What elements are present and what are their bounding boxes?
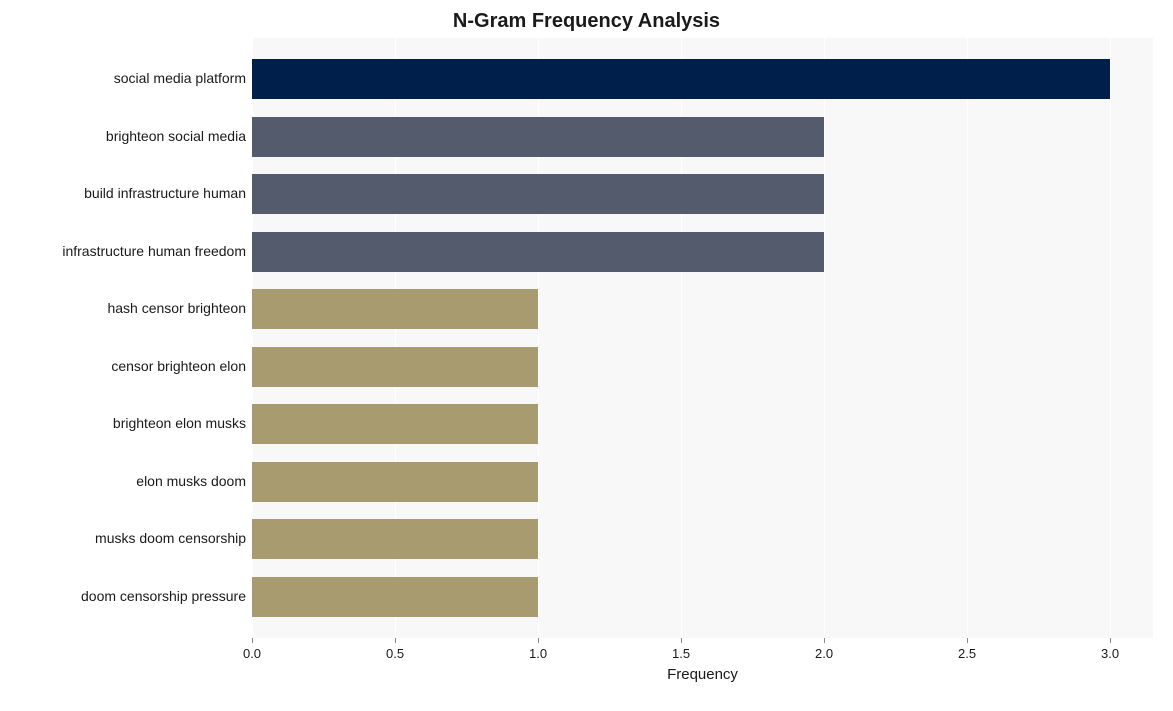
y-tick-label: brighteon social media <box>106 128 246 144</box>
bar <box>252 232 824 272</box>
y-tick-label: hash censor brighteon <box>107 300 246 316</box>
plot-band <box>252 38 1153 51</box>
y-tick-label: infrastructure human freedom <box>62 243 246 259</box>
y-tick-label: censor brighteon elon <box>111 358 246 374</box>
x-tick-label: 2.0 <box>815 646 833 661</box>
bar <box>252 519 538 559</box>
x-gridline <box>824 38 825 638</box>
x-tick-mark <box>538 638 539 643</box>
x-tick-label: 2.5 <box>958 646 976 661</box>
bar <box>252 289 538 329</box>
x-tick-label: 0.0 <box>243 646 261 661</box>
ngram-frequency-chart: N-Gram Frequency Analysis social media p… <box>20 10 1153 691</box>
bar <box>252 174 824 214</box>
x-gridline <box>967 38 968 638</box>
x-tick-mark <box>681 638 682 643</box>
y-tick-label: brighteon elon musks <box>113 415 246 431</box>
y-tick-label: doom censorship pressure <box>81 588 246 604</box>
plot-band <box>252 626 1153 639</box>
x-tick-mark <box>252 638 253 643</box>
x-gridline <box>1110 38 1111 638</box>
x-tick-label: 0.5 <box>386 646 404 661</box>
bar <box>252 404 538 444</box>
x-tick-label: 1.0 <box>529 646 547 661</box>
x-axis-title: Frequency <box>252 666 1153 683</box>
bar <box>252 117 824 157</box>
x-tick-mark <box>824 638 825 643</box>
y-tick-label: elon musks doom <box>136 473 246 489</box>
chart-title: N-Gram Frequency Analysis <box>20 10 1153 33</box>
bar <box>252 347 538 387</box>
y-tick-label: social media platform <box>114 70 246 86</box>
y-tick-label: build infrastructure human <box>84 185 246 201</box>
x-tick-mark <box>1110 638 1111 643</box>
bar <box>252 577 538 617</box>
bar <box>252 462 538 502</box>
x-tick-label: 3.0 <box>1101 646 1119 661</box>
y-tick-label: musks doom censorship <box>95 530 246 546</box>
plot-area <box>252 38 1153 638</box>
x-tick-mark <box>967 638 968 643</box>
bar <box>252 59 1110 99</box>
x-tick-label: 1.5 <box>672 646 690 661</box>
x-tick-mark <box>395 638 396 643</box>
